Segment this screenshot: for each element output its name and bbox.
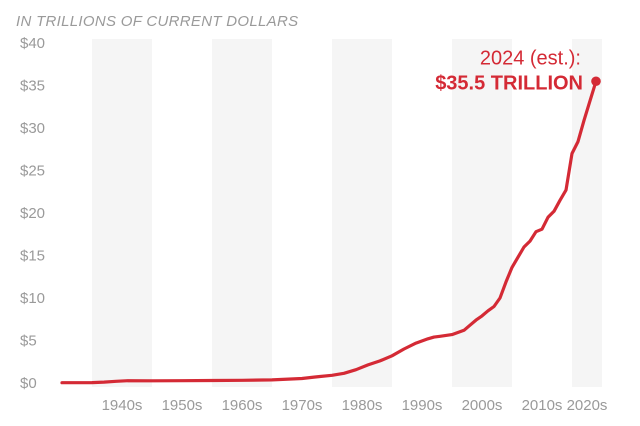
chart-subtitle: IN TRILLIONS OF CURRENT DOLLARS xyxy=(16,13,298,30)
x-tick-label: 1960s xyxy=(222,397,263,414)
annotation-value: $35.5 TRILLION xyxy=(435,72,583,94)
y-tick-label: $30 xyxy=(20,120,45,137)
annotation-year: 2024 (est.): xyxy=(480,47,581,69)
x-tick-label: 1990s xyxy=(402,397,443,414)
y-tick-label: $0 xyxy=(20,375,37,392)
x-axis-ticks: 1940s 1950s 1960s 1970s 1980s 1990s 2000s 2010s… xyxy=(102,397,608,414)
decade-bands xyxy=(92,39,602,387)
decade-band-1960s xyxy=(212,39,272,387)
y-tick-label: $10 xyxy=(20,290,45,307)
decade-band-2000s xyxy=(452,39,512,387)
endpoint-marker xyxy=(591,76,601,87)
decade-band-1940s xyxy=(92,39,152,387)
y-tick-label: $25 xyxy=(20,163,45,180)
x-tick-label: 1970s xyxy=(282,397,323,414)
x-tick-label: 1980s xyxy=(342,397,383,414)
x-tick-label: 2000s xyxy=(462,397,503,414)
x-tick-label: 2010s xyxy=(522,397,563,414)
decade-band-1980s xyxy=(332,39,392,387)
x-tick-label: 1940s xyxy=(102,397,143,414)
y-tick-label: $20 xyxy=(20,205,45,222)
x-tick-label: 1950s xyxy=(162,397,203,414)
y-axis-ticks: $0 $5 $10 $15 $20 $25 $30 $35 $40 xyxy=(20,35,45,392)
series-line-debt xyxy=(60,79,598,385)
y-tick-label: $40 xyxy=(20,35,45,52)
y-tick-label: $15 xyxy=(20,248,45,265)
y-tick-label: $35 xyxy=(20,78,45,95)
decade-band-2020s xyxy=(572,39,602,387)
y-tick-label: $5 xyxy=(20,333,37,350)
x-tick-label: 2020s xyxy=(567,397,608,414)
